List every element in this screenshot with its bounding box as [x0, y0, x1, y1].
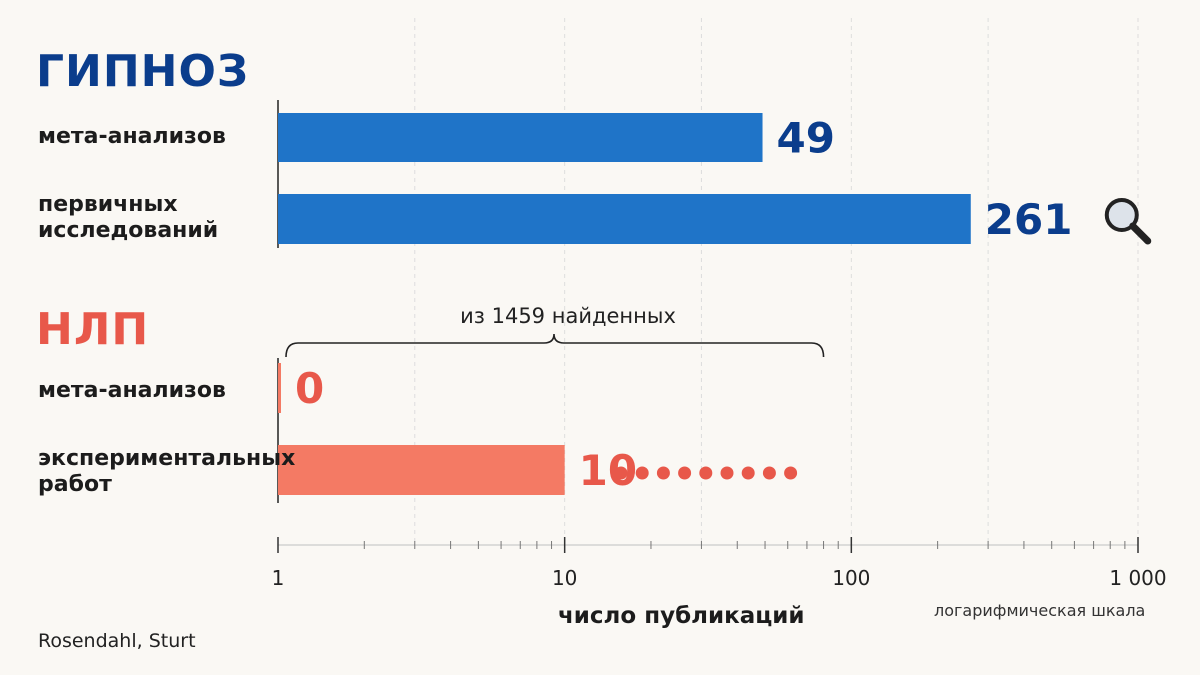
group-title-hypnosis: ГИПНОЗ [36, 46, 250, 97]
value-label: 10 [579, 446, 637, 495]
magnifier-icon [1104, 198, 1139, 232]
value-label: 49 [777, 114, 835, 163]
scale-note: логарифмическая шкала [934, 601, 1146, 620]
bar-hypnosis-0 [278, 113, 763, 162]
x-tick-label: 100 [832, 566, 870, 590]
group-title-nlp: НЛП [36, 304, 150, 355]
trail-dot [699, 466, 713, 480]
trail-dot [635, 466, 649, 480]
bar-hypnosis-1 [278, 194, 971, 244]
annotation-bracket [285, 333, 825, 358]
trail-dot [656, 466, 670, 480]
trail-dot [720, 466, 734, 480]
trail-dot [678, 466, 692, 480]
magnifier-icon-handle [1129, 222, 1152, 245]
x-axis-label: число публикаций [558, 603, 805, 629]
annotation-text: из 1459 найденных [460, 304, 676, 328]
trail-dot [614, 466, 628, 480]
x-tick-label: 10 [552, 566, 577, 590]
x-tick-label: 1 000 [1109, 566, 1166, 590]
row-label-nlp-experimental: экспериментальных работ [38, 446, 296, 497]
x-tick-label: 1 [272, 566, 285, 590]
trail-dot [784, 466, 798, 480]
row-label-hypnosis-meta: мета-анализов [38, 124, 226, 149]
value-label: 261 [985, 195, 1073, 244]
trail-dot [762, 466, 776, 480]
bar-nlp-0 [278, 363, 281, 413]
row-label-nlp-meta: мета-анализов [38, 378, 226, 403]
value-label: 0 [295, 364, 324, 413]
trail-dot [741, 466, 755, 480]
source-credit: Rosendahl, Sturt [38, 630, 196, 652]
bar-nlp-1 [278, 445, 565, 495]
row-label-hypnosis-primary: первичных исследований [38, 192, 219, 243]
